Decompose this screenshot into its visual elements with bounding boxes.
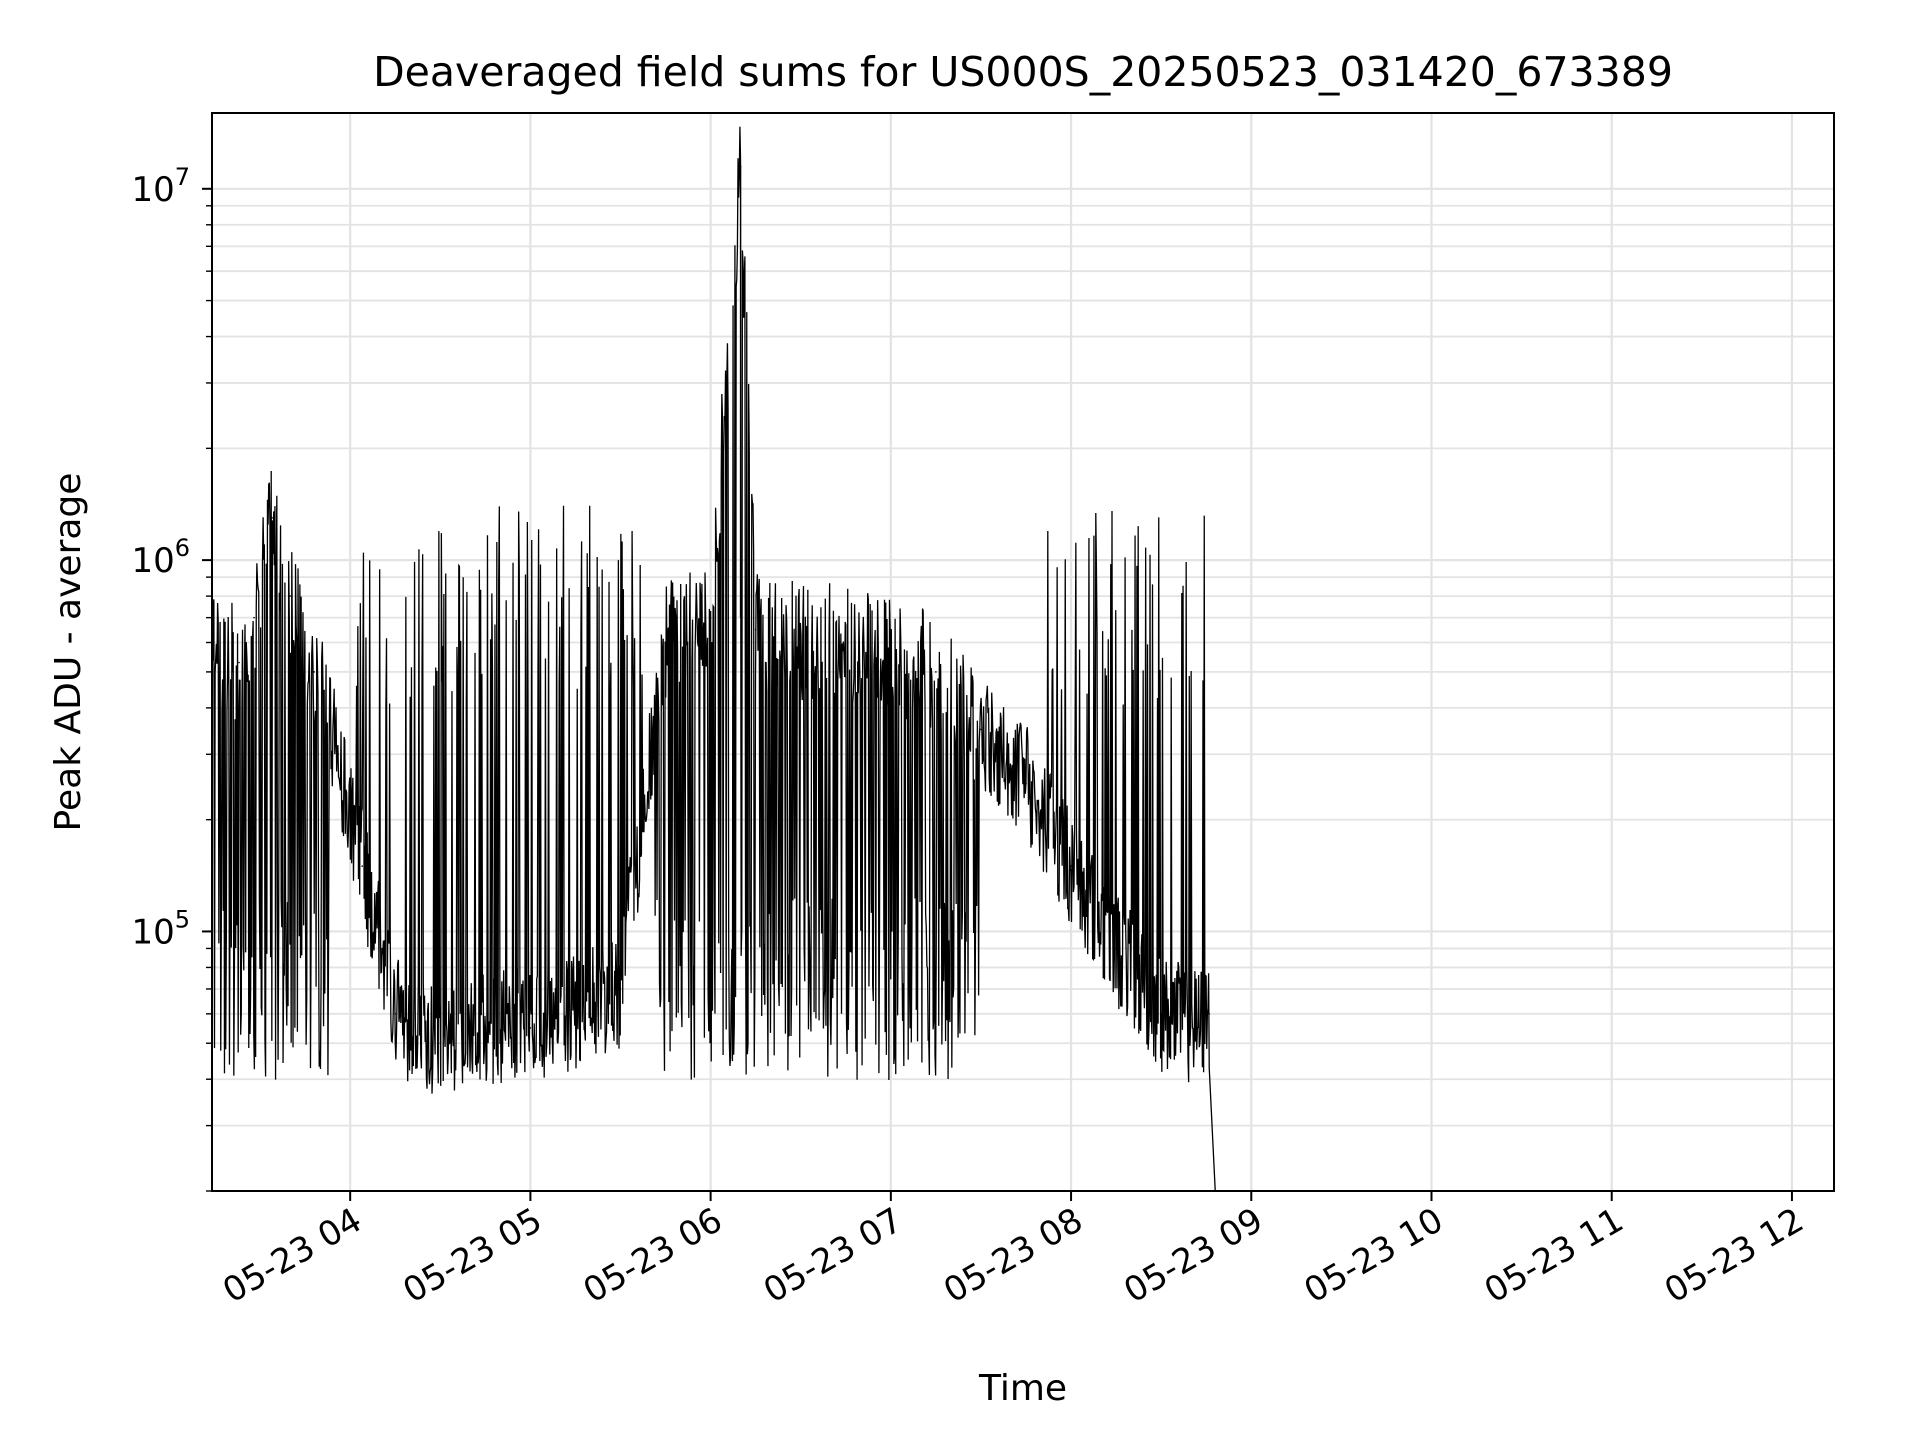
y-tick-label-exponent: 7 xyxy=(175,163,190,191)
y-tick-label-base: 10 xyxy=(131,912,174,952)
data-point xyxy=(361,865,363,867)
data-point xyxy=(739,165,742,168)
y-tick-label-exponent: 6 xyxy=(175,534,190,562)
data-point xyxy=(1070,865,1072,867)
data-point xyxy=(484,1027,487,1029)
y-tick-label: 105 xyxy=(131,905,190,952)
plot-frame xyxy=(211,112,1835,1192)
data-point xyxy=(1115,947,1117,950)
data-point xyxy=(619,988,622,990)
data-point xyxy=(238,661,240,664)
data-point xyxy=(337,753,339,756)
data-point xyxy=(890,655,892,658)
data-point xyxy=(289,595,291,597)
data-point xyxy=(1025,782,1027,785)
data-point xyxy=(980,728,982,731)
data-point xyxy=(529,1027,532,1029)
data-point xyxy=(574,1013,577,1015)
x-axis-label: Time xyxy=(978,1368,1067,1409)
y-tick-label-base: 10 xyxy=(131,170,174,210)
data-point xyxy=(754,628,757,631)
y-tick-label: 107 xyxy=(131,163,190,210)
data-point xyxy=(1160,1013,1162,1015)
data-point xyxy=(271,517,273,519)
data-layer xyxy=(211,126,1217,1192)
series-line xyxy=(211,126,1216,1192)
data-point xyxy=(313,671,315,673)
y-tick-label-base: 10 xyxy=(131,541,174,581)
data-point xyxy=(439,1042,442,1045)
y-axis-label: Peak ADU - average xyxy=(48,473,89,832)
data-point xyxy=(799,641,802,644)
data-point xyxy=(394,1013,397,1015)
data-point xyxy=(664,641,667,644)
data-point xyxy=(253,616,255,619)
y-tick-label-exponent: 5 xyxy=(175,905,190,933)
data-point xyxy=(709,616,712,619)
data-point xyxy=(1208,1013,1211,1015)
y-tick-label: 106 xyxy=(131,534,190,581)
data-point xyxy=(935,671,937,673)
chart-title: Deaveraged field sums for US000S_2025052… xyxy=(373,48,1673,96)
data-point xyxy=(1196,1027,1199,1029)
data-point xyxy=(844,641,847,644)
